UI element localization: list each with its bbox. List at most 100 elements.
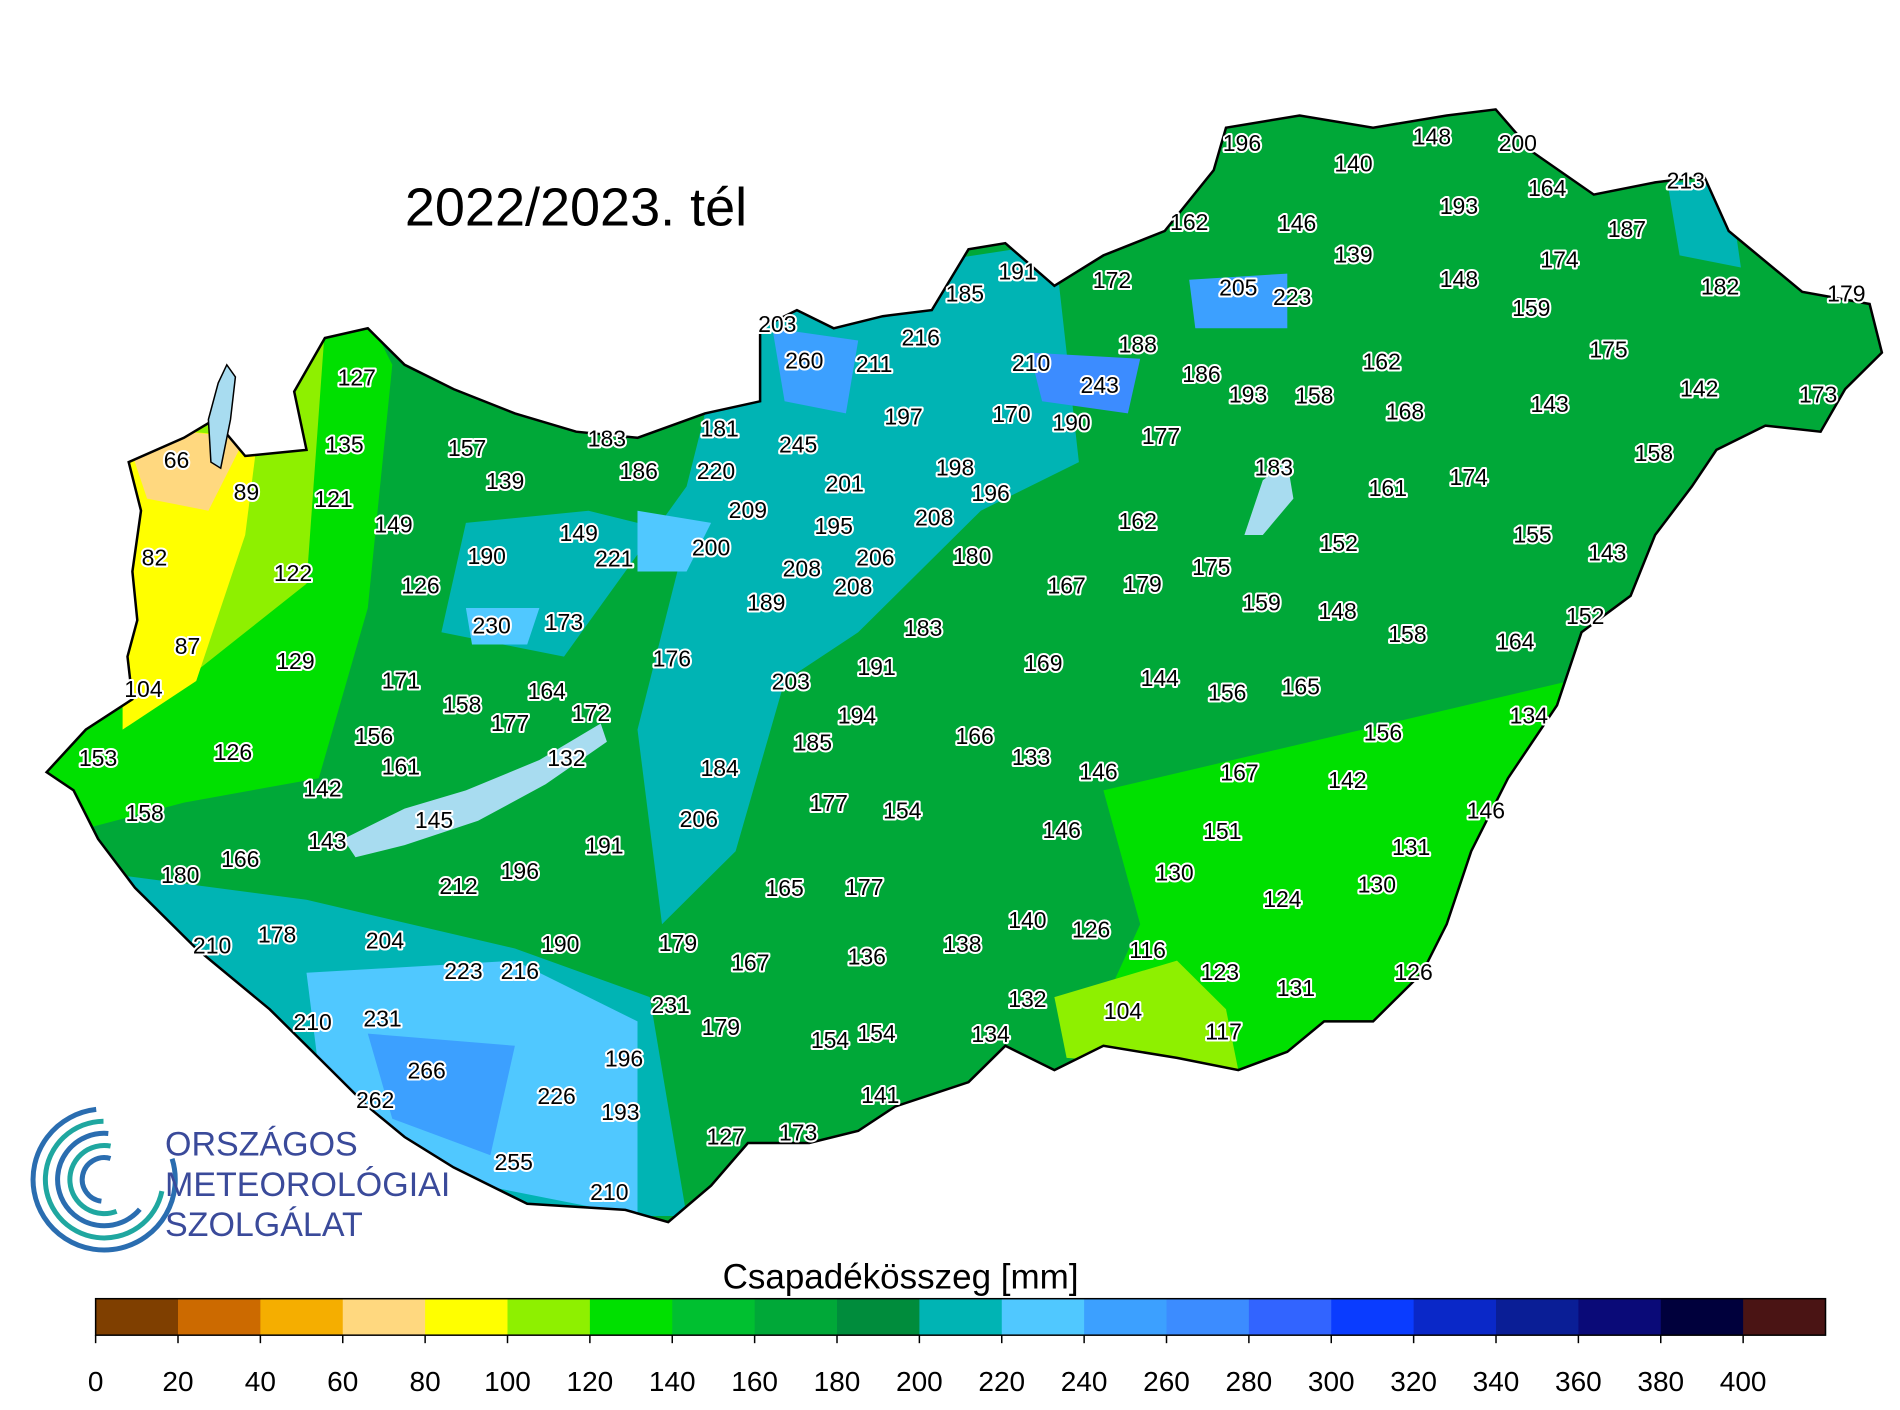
station-value: 205 [1219, 274, 1257, 300]
station-value: 245 [779, 431, 817, 457]
station-value: 156 [1208, 679, 1246, 705]
precip-zone [1189, 273, 1288, 329]
station-value: 179 [659, 930, 697, 956]
colorbar-frame [94, 1297, 1827, 1336]
colorbar-tick-label: 380 [1637, 1366, 1684, 1397]
station-value: 200 [1499, 130, 1537, 156]
station-value: 177 [491, 710, 529, 736]
station-value: 193 [1440, 193, 1478, 219]
station-value: 156 [355, 723, 393, 749]
station-value: 206 [856, 544, 894, 570]
station-value: 149 [559, 520, 597, 546]
station-value: 230 [472, 613, 510, 639]
station-value: 144 [1141, 665, 1180, 691]
station-value: 216 [501, 958, 539, 984]
station-value: 191 [857, 654, 895, 680]
station-value: 185 [794, 729, 832, 755]
station-value: 198 [936, 454, 974, 480]
colorbar-bin [1660, 1298, 1744, 1336]
colorbar-bin [1001, 1298, 1085, 1336]
map-title: 2022/2023. tél [405, 177, 747, 237]
station-value: 190 [468, 543, 506, 569]
station-value: 183 [588, 425, 626, 451]
station-value: 178 [258, 921, 296, 947]
station-value: 138 [943, 931, 981, 957]
station-value: 133 [1012, 744, 1050, 770]
colorbar: Csapadékösszeg [mm] 0 20 40 60 80 100 120 140 160… [88, 1257, 1827, 1397]
station-value: 255 [495, 1149, 533, 1175]
colorbar-tick-label: 320 [1390, 1366, 1437, 1397]
logo-arc [79, 1155, 112, 1204]
station-value: 146 [1467, 797, 1505, 823]
colorbar-tick-label: 80 [410, 1366, 441, 1397]
colorbar-bin [95, 1298, 179, 1336]
colorbar-tick-label: 20 [162, 1366, 193, 1397]
station-value: 146 [1278, 210, 1316, 236]
station-value: 155 [1513, 521, 1551, 547]
station-value: 168 [1386, 399, 1424, 425]
station-value: 158 [443, 692, 481, 718]
station-value: 209 [729, 497, 767, 523]
station-value: 220 [697, 458, 735, 484]
station-value: 201 [826, 470, 864, 496]
station-value: 143 [308, 828, 346, 854]
colorbar-bin [1413, 1298, 1497, 1336]
station-value: 186 [620, 458, 658, 484]
station-value: 223 [444, 958, 482, 984]
station-value: 149 [374, 512, 412, 538]
colorbar-tick-label: 60 [327, 1366, 358, 1397]
country-border [44, 108, 1884, 1224]
station-value: 181 [700, 416, 738, 442]
logo-arc [42, 1118, 165, 1241]
station-value: 146 [1043, 817, 1081, 843]
logo-text: ORSZÁGOS [165, 1126, 358, 1164]
station-value: 132 [547, 745, 585, 771]
station-value: 117 [1205, 1019, 1242, 1045]
station-value: 210 [293, 1009, 331, 1035]
station-value: 180 [953, 543, 991, 569]
station-value: 174 [1540, 247, 1579, 273]
station-value: 162 [1119, 508, 1157, 534]
station-value: 146 [1079, 758, 1117, 784]
precip-zone [637, 510, 712, 572]
station-value: 191 [585, 833, 623, 859]
station-value: 130 [1358, 872, 1396, 898]
colorbar-tick-label: 100 [484, 1366, 531, 1397]
lake [343, 723, 607, 858]
lake [1244, 462, 1294, 535]
station-value: 216 [902, 324, 940, 350]
logo-text: METEOROLÓGIAI [165, 1166, 450, 1204]
station-value: 131 [1392, 834, 1430, 860]
station-value: 189 [747, 589, 785, 615]
station-value: 104 [1104, 998, 1143, 1024]
station-value: 89 [234, 479, 260, 505]
colorbar-tick-label: 260 [1143, 1366, 1190, 1397]
station-value: 159 [1242, 589, 1280, 615]
station-value: 127 [707, 1123, 745, 1149]
precip-zone [441, 243, 1079, 925]
station-value: 177 [810, 790, 848, 816]
colorbar-tick-label: 120 [567, 1366, 614, 1397]
colorbar-bin [425, 1298, 509, 1336]
station-value: 142 [303, 775, 341, 801]
station-value: 177 [1142, 423, 1180, 449]
station-value: 194 [838, 703, 877, 729]
station-value: 140 [1008, 907, 1046, 933]
station-value: 140 [1334, 150, 1372, 176]
precip-zone [1054, 960, 1239, 1071]
station-value: 165 [1282, 673, 1320, 699]
station-value: 126 [214, 739, 252, 765]
station-value: 190 [541, 931, 579, 957]
colorbar-bin [1496, 1298, 1579, 1336]
colorbar-bin [507, 1298, 591, 1336]
station-value: 172 [572, 700, 610, 726]
station-value: 66 [164, 447, 190, 473]
station-value: 176 [653, 645, 691, 671]
station-value: 158 [125, 800, 163, 826]
station-value: 126 [1072, 917, 1110, 943]
station-value: 164 [1528, 175, 1567, 201]
station-value: 179 [1827, 281, 1865, 307]
station-value: 196 [971, 480, 1009, 506]
station-value: 173 [779, 1120, 817, 1146]
